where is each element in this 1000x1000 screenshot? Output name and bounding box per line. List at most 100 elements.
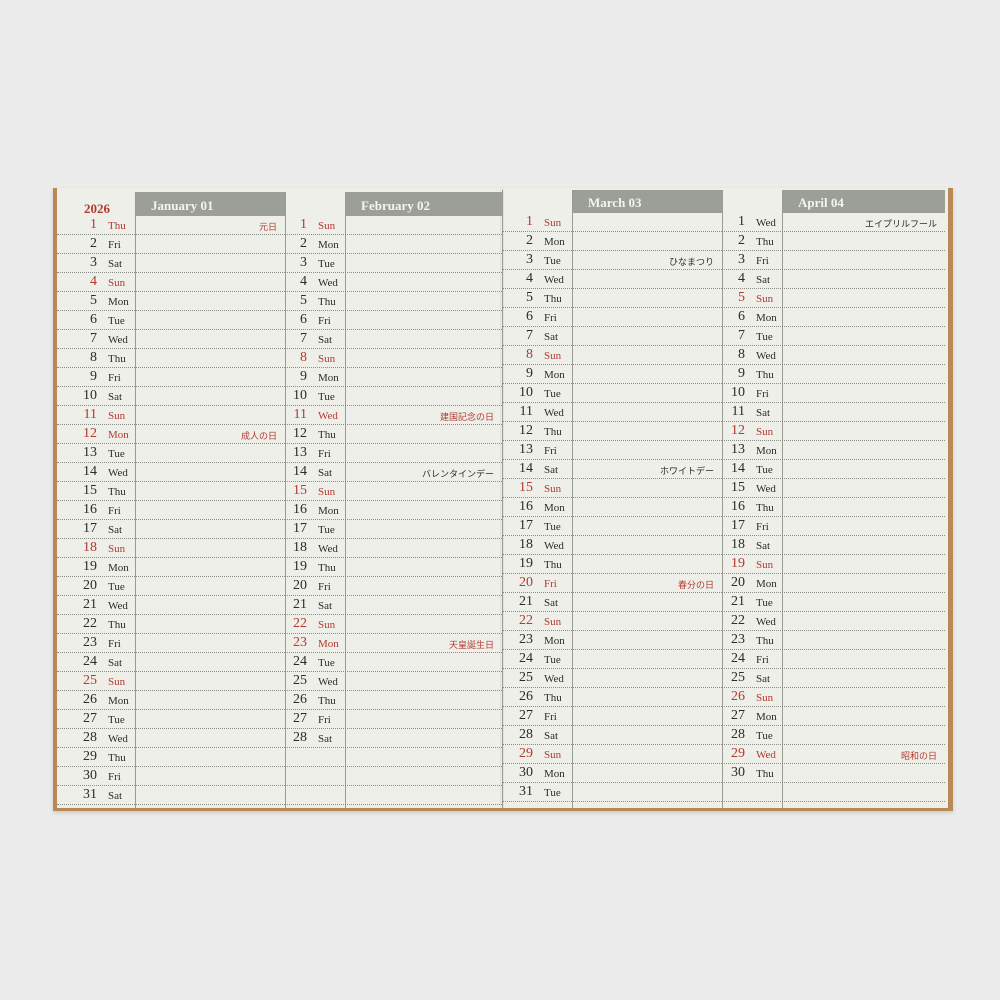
- day-row[interactable]: 18 Sat: [722, 536, 945, 555]
- day-row[interactable]: 27 Tue: [57, 710, 285, 729]
- day-row[interactable]: 10 Sat: [57, 387, 285, 406]
- day-row[interactable]: 19 Thu: [502, 555, 722, 574]
- day-row[interactable]: 3 Tue ひなまつり: [502, 251, 722, 270]
- day-row[interactable]: 21 Sat: [502, 593, 722, 612]
- day-row[interactable]: 21 Sat: [285, 596, 502, 615]
- day-row[interactable]: 22 Wed: [722, 612, 945, 631]
- day-row[interactable]: 18 Wed: [285, 539, 502, 558]
- day-row[interactable]: 2 Thu: [722, 232, 945, 251]
- day-row[interactable]: 25 Wed: [502, 669, 722, 688]
- day-row[interactable]: 11 Wed: [502, 403, 722, 422]
- day-row[interactable]: 11 Sun: [57, 406, 285, 425]
- day-row[interactable]: 2 Fri: [57, 235, 285, 254]
- day-row[interactable]: 9 Fri: [57, 368, 285, 387]
- day-row[interactable]: 27 Mon: [722, 707, 945, 726]
- day-row[interactable]: 4 Sat: [722, 270, 945, 289]
- day-row[interactable]: 28 Sat: [285, 729, 502, 748]
- day-row[interactable]: 6 Fri: [502, 308, 722, 327]
- day-row[interactable]: 23 Mon 天皇誕生日: [285, 634, 502, 653]
- day-row[interactable]: 30 Fri: [57, 767, 285, 786]
- day-row[interactable]: 26 Thu: [285, 691, 502, 710]
- day-row[interactable]: 22 Sun: [285, 615, 502, 634]
- day-row[interactable]: 17 Fri: [722, 517, 945, 536]
- day-row[interactable]: 5 Sun: [722, 289, 945, 308]
- day-row[interactable]: 16 Mon: [502, 498, 722, 517]
- day-row[interactable]: 17 Tue: [502, 517, 722, 536]
- day-row[interactable]: 20 Tue: [57, 577, 285, 596]
- day-row[interactable]: 21 Tue: [722, 593, 945, 612]
- empty-row[interactable]: [285, 748, 502, 767]
- day-row[interactable]: 17 Tue: [285, 520, 502, 539]
- day-row[interactable]: 9 Mon: [502, 365, 722, 384]
- day-row[interactable]: 8 Thu: [57, 349, 285, 368]
- day-row[interactable]: 31 Sat: [57, 786, 285, 805]
- day-row[interactable]: 8 Sun: [285, 349, 502, 368]
- day-row[interactable]: 20 Fri 春分の日: [502, 574, 722, 593]
- day-row[interactable]: 16 Fri: [57, 501, 285, 520]
- day-row[interactable]: 26 Mon: [57, 691, 285, 710]
- day-row[interactable]: 25 Sat: [722, 669, 945, 688]
- day-row[interactable]: 11 Sat: [722, 403, 945, 422]
- day-row[interactable]: 3 Fri: [722, 251, 945, 270]
- empty-row[interactable]: [285, 767, 502, 786]
- day-row[interactable]: 20 Mon: [722, 574, 945, 593]
- day-row[interactable]: 12 Thu: [502, 422, 722, 441]
- day-row[interactable]: 5 Thu: [502, 289, 722, 308]
- day-row[interactable]: 24 Fri: [722, 650, 945, 669]
- day-row[interactable]: 14 Wed: [57, 463, 285, 482]
- empty-row[interactable]: [722, 783, 945, 802]
- day-row[interactable]: 13 Mon: [722, 441, 945, 460]
- day-row[interactable]: 28 Wed: [57, 729, 285, 748]
- day-row[interactable]: 14 Sat バレンタインデー: [285, 463, 502, 482]
- day-row[interactable]: 3 Tue: [285, 254, 502, 273]
- day-row[interactable]: 1 Thu 元日: [57, 216, 285, 235]
- day-row[interactable]: 4 Wed: [502, 270, 722, 289]
- day-row[interactable]: 5 Thu: [285, 292, 502, 311]
- day-row[interactable]: 6 Tue: [57, 311, 285, 330]
- day-row[interactable]: 7 Wed: [57, 330, 285, 349]
- day-row[interactable]: 24 Sat: [57, 653, 285, 672]
- day-row[interactable]: 14 Tue: [722, 460, 945, 479]
- day-row[interactable]: 29 Wed 昭和の日: [722, 745, 945, 764]
- day-row[interactable]: 28 Sat: [502, 726, 722, 745]
- day-row[interactable]: 18 Sun: [57, 539, 285, 558]
- day-row[interactable]: 4 Wed: [285, 273, 502, 292]
- day-row[interactable]: 12 Mon 成人の日: [57, 425, 285, 444]
- day-row[interactable]: 26 Sun: [722, 688, 945, 707]
- day-row[interactable]: 15 Sun: [502, 479, 722, 498]
- day-row[interactable]: 12 Sun: [722, 422, 945, 441]
- day-row[interactable]: 24 Tue: [285, 653, 502, 672]
- day-row[interactable]: 21 Wed: [57, 596, 285, 615]
- day-row[interactable]: 13 Fri: [285, 444, 502, 463]
- day-row[interactable]: 7 Tue: [722, 327, 945, 346]
- day-row[interactable]: 27 Fri: [502, 707, 722, 726]
- day-row[interactable]: 8 Sun: [502, 346, 722, 365]
- day-row[interactable]: 29 Sun: [502, 745, 722, 764]
- day-row[interactable]: 22 Sun: [502, 612, 722, 631]
- day-row[interactable]: 6 Mon: [722, 308, 945, 327]
- day-row[interactable]: 10 Tue: [502, 384, 722, 403]
- day-row[interactable]: 7 Sat: [502, 327, 722, 346]
- day-row[interactable]: 15 Thu: [57, 482, 285, 501]
- day-row[interactable]: 18 Wed: [502, 536, 722, 555]
- day-row[interactable]: 25 Sun: [57, 672, 285, 691]
- day-row[interactable]: 1 Sun: [285, 216, 502, 235]
- day-row[interactable]: 22 Thu: [57, 615, 285, 634]
- day-row[interactable]: 24 Tue: [502, 650, 722, 669]
- day-row[interactable]: 9 Mon: [285, 368, 502, 387]
- day-row[interactable]: 3 Sat: [57, 254, 285, 273]
- day-row[interactable]: 10 Fri: [722, 384, 945, 403]
- day-row[interactable]: 15 Wed: [722, 479, 945, 498]
- day-row[interactable]: 13 Fri: [502, 441, 722, 460]
- day-row[interactable]: 17 Sat: [57, 520, 285, 539]
- day-row[interactable]: 29 Thu: [57, 748, 285, 767]
- day-row[interactable]: 15 Sun: [285, 482, 502, 501]
- day-row[interactable]: 23 Mon: [502, 631, 722, 650]
- day-row[interactable]: 1 Sun: [502, 213, 722, 232]
- day-row[interactable]: 2 Mon: [285, 235, 502, 254]
- day-row[interactable]: 23 Thu: [722, 631, 945, 650]
- day-row[interactable]: 10 Tue: [285, 387, 502, 406]
- day-row[interactable]: 27 Fri: [285, 710, 502, 729]
- day-row[interactable]: 30 Thu: [722, 764, 945, 783]
- day-row[interactable]: 5 Mon: [57, 292, 285, 311]
